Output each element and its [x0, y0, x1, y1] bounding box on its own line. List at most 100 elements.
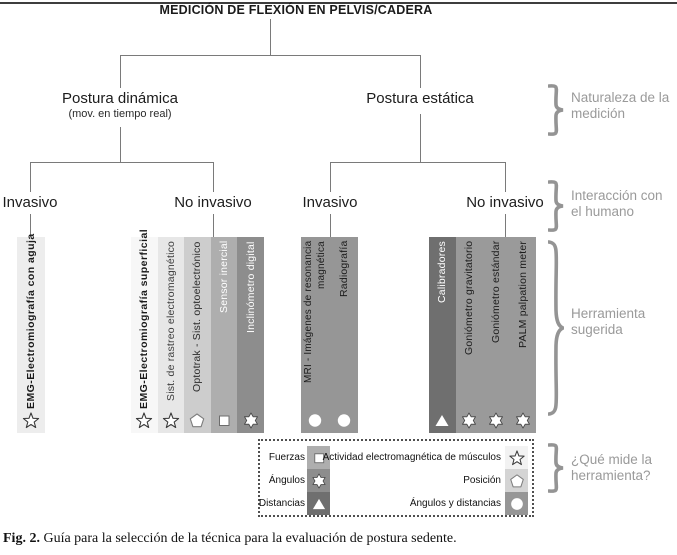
legend-chip [505, 492, 528, 515]
legend-label: Fuerzas [268, 452, 305, 463]
legend-chip [505, 446, 528, 469]
tool-bar: EMG-Electromiografía superficial [131, 228, 158, 433]
tool-bar: EMG-Electromiografía con aguja [17, 233, 45, 433]
tool-bar: Sensor inercial [210, 237, 238, 433]
square-icon [311, 450, 327, 466]
tool-bar: Goniómetro estándar [482, 237, 510, 433]
connector-line [30, 162, 31, 192]
tool-bar-label: PALM palpation meter [516, 241, 529, 349]
connector-line [330, 214, 331, 237]
circle-icon [335, 412, 352, 429]
pentagon-icon [189, 412, 206, 429]
six-point-star-icon [242, 412, 259, 429]
annotation-line: sugerida [571, 322, 623, 337]
brace-icon [548, 180, 564, 232]
connector-line [120, 55, 121, 88]
connector-line [420, 55, 421, 88]
node-postura-dinamica: Postura dinámica [62, 90, 178, 107]
tool-bar-label: Calibradores [436, 241, 449, 303]
figure-caption: Fig. 2. Guía para la selección de la téc… [3, 531, 663, 547]
legend-label: Actividad electromagnética de músculos [322, 452, 501, 463]
connector-line [30, 214, 31, 237]
triangle-icon [434, 412, 451, 429]
five-point-star-icon [136, 412, 153, 429]
legend-label: Ángulos [268, 475, 305, 486]
caption-text: Guía para la selección de la técnica par… [43, 531, 457, 546]
tool-group-static-noninvasive: Calibradores Goniómetro gravitatorio Gonió… [429, 237, 536, 433]
node-postura-dinamica-sublabel: (mov. en tiempo real) [68, 108, 172, 120]
node-no-invasivo-static: No invasivo [466, 194, 544, 211]
node-postura-estatica: Postura estática [366, 90, 474, 107]
tool-bar-label: Goniómetro estándar [489, 241, 502, 344]
connector-line [330, 162, 331, 192]
annotation-line: el humano [571, 204, 635, 219]
node-invasivo-dynamic: Invasivo [2, 194, 58, 211]
six-point-star-icon [514, 412, 531, 429]
annotation-text: Interacción con el humano [571, 188, 675, 220]
tool-group-dynamic-noninvasive: EMG-Electromiografía superficial Sist. de… [131, 228, 264, 433]
tool-bar-label: Inclinómetro digital [244, 241, 257, 333]
five-point-star-icon [162, 412, 180, 429]
node-invasivo-static: Invasivo [302, 194, 358, 211]
node-no-invasivo-dynamic: No invasivo [174, 194, 252, 211]
legend-chip [307, 492, 330, 515]
tool-group-dynamic-invasive: EMG-Electromiografía con aguja [17, 233, 45, 433]
connector-line [330, 162, 506, 163]
tool-bar: Calibradores [429, 237, 456, 433]
tool-bar-label: EMG-Electromiografía superficial [138, 228, 151, 409]
legend-label: Ángulos y distancias [409, 498, 501, 509]
legend-box: Fuerzas Ángulos Distancias Actividad electr… [258, 439, 534, 517]
annotation-line: medición [571, 106, 626, 121]
tool-group-static-invasive: MRI - Imágenes de resonancia magnética Ra… [301, 237, 358, 433]
connector-line [213, 162, 214, 192]
circle-icon [307, 412, 324, 429]
tool-bar: Sist. de rastreo electromagnético [157, 237, 185, 433]
annotation-text: Naturaleza de la medición [571, 90, 675, 122]
tool-bar-label: EMG-Electromiografía con aguja [25, 233, 37, 409]
legend-label: Posición [463, 475, 501, 486]
triangle-icon [311, 496, 327, 512]
tool-bar-label: Goniómetro gravitatorio [463, 241, 476, 356]
connector-line [120, 55, 421, 56]
tool-bar: MRI - Imágenes de resonancia magnética [301, 237, 330, 433]
six-point-star-icon [487, 412, 504, 429]
five-point-star-icon [508, 449, 525, 466]
tool-bar-label: MRI - Imágenes de resonancia magnética [303, 241, 328, 384]
tool-bar-label: Sist. de rastreo electromagnético [164, 241, 177, 402]
tool-bar-label: Radiografía [337, 241, 350, 298]
legend-chip [307, 469, 330, 492]
brace-icon [548, 443, 564, 493]
caption-label: Fig. 2. [3, 531, 40, 546]
legend-chip [505, 469, 528, 492]
legend-label: Distancias [258, 498, 305, 509]
tool-bar: Optotrak - Sist. optoelectrónico [184, 237, 211, 433]
brace-icon [548, 240, 564, 416]
six-point-star-icon [461, 412, 478, 429]
connector-line [505, 214, 506, 237]
figure-title: MEDICIÓN DE FLEXIÓN EN PELVIS/CADERA [159, 3, 433, 17]
tool-bar: Goniómetro gravitatorio [455, 237, 483, 433]
annotation-text: Herramienta sugerida [571, 306, 675, 338]
annotation-line: herramienta? [571, 468, 651, 483]
annotation-line: ¿Qué mide la [571, 452, 653, 467]
tool-bar: PALM palpation meter [509, 237, 536, 433]
annotation-line: Naturaleza de la [571, 90, 670, 105]
pentagon-icon [509, 473, 525, 489]
tool-bar: Inclinómetro digital [237, 237, 264, 433]
square-icon [216, 412, 233, 429]
annotation-text: ¿Qué mide la herramienta? [571, 452, 675, 484]
connector-line [213, 214, 214, 237]
connector-line [270, 19, 271, 55]
tool-bar-label: Optotrak - Sist. optoelectrónico [191, 241, 204, 392]
connector-line [120, 127, 121, 162]
tool-bar: Radiografía [329, 237, 358, 433]
annotation-line: Interacción con [571, 188, 663, 203]
connector-line [420, 114, 421, 162]
circle-icon [509, 496, 525, 512]
connector-line [30, 162, 214, 163]
brace-icon [548, 84, 564, 136]
annotation-line: Herramienta [571, 306, 646, 321]
legend-chip [307, 446, 330, 469]
connector-line [505, 162, 506, 192]
